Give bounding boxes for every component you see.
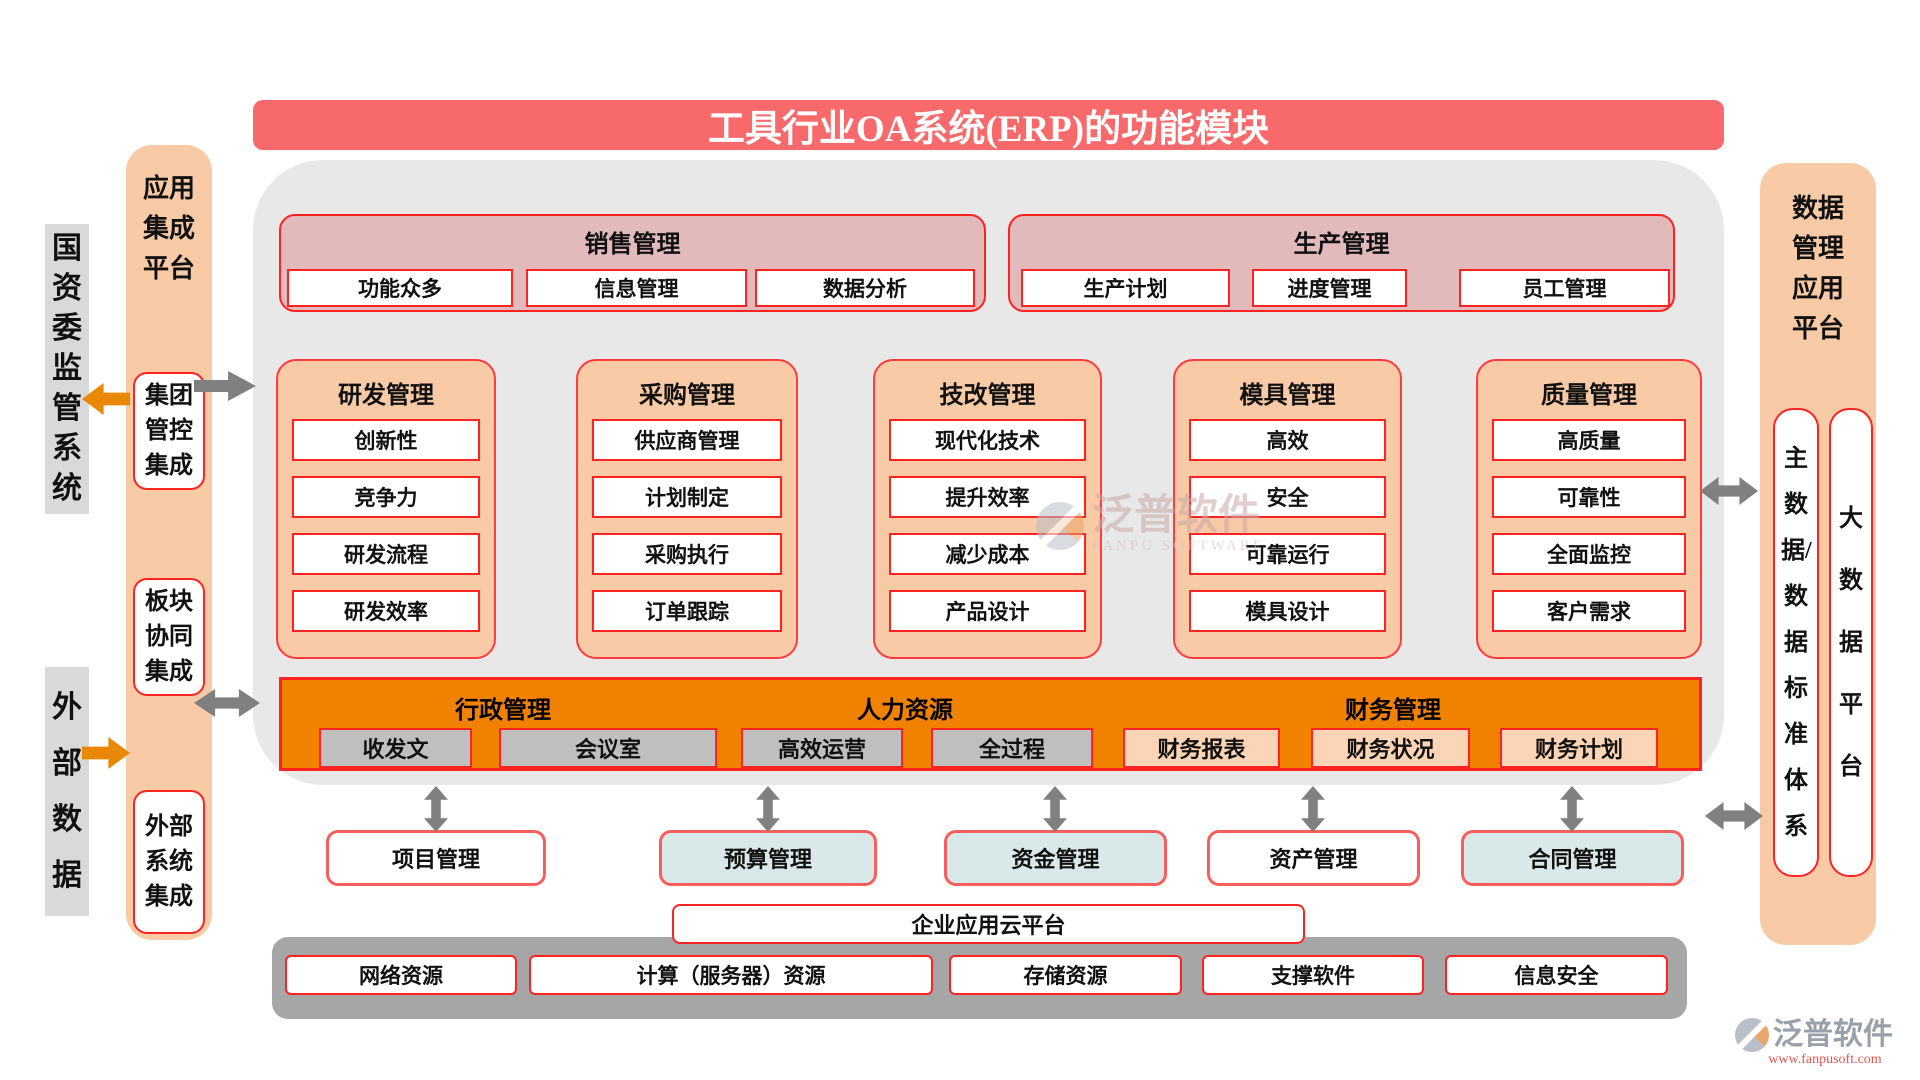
- technical-upgrade-title: 技改管理: [939, 383, 1036, 409]
- mold-item-box: 可靠运行: [1189, 533, 1386, 575]
- production-management-title: 生产管理: [1293, 232, 1390, 258]
- assets-management-box: 资产管理: [1207, 830, 1420, 886]
- rd-management-title: 研发管理: [338, 383, 434, 409]
- quality-management-column: 质量管理 高质量 可靠性 全面监控 客户需求: [1476, 359, 1702, 659]
- mold-item-box: 模具设计: [1189, 590, 1386, 632]
- external-system-integration-box: 外部系统集成: [133, 790, 205, 934]
- quality-item-box: 高质量: [1492, 419, 1686, 461]
- app-integration-title: 应用集成平台: [142, 174, 195, 283]
- production-item-box: 进度管理: [1252, 269, 1407, 307]
- technical-item-box: 减少成本: [889, 533, 1086, 575]
- hr-item-box: 高效运营: [741, 728, 903, 768]
- procurement-item-box: 供应商管理: [592, 419, 782, 461]
- project-management-box: 项目管理: [326, 830, 546, 886]
- infrastructure-bar: 网络资源 计算（服务器）资源 存储资源 支撑软件 信息安全: [272, 937, 1687, 1019]
- quality-item-box: 客户需求: [1492, 590, 1686, 632]
- technical-item-box: 现代化技术: [889, 419, 1086, 461]
- admin-item-box: 收发文: [319, 728, 472, 768]
- infra-item-box: 信息安全: [1445, 955, 1668, 995]
- external-system-integration-label: 外部系统集成: [145, 813, 193, 910]
- sales-item-box: 数据分析: [755, 269, 975, 307]
- mold-management-column: 模具管理 高效 安全 可靠运行 模具设计: [1173, 359, 1402, 659]
- group-control-integration-label: 集团管控集成: [145, 382, 193, 479]
- production-item-box: 员工管理: [1459, 269, 1670, 307]
- gov-supervision-label-box: 国资委监管系统: [45, 224, 89, 514]
- arrow-vertical-contract-icon: [1560, 786, 1584, 832]
- arrow-vertical-budget-icon: [756, 786, 780, 832]
- watermark-bottom-right: 泛普软件 www.fanpusoft.com: [1735, 1018, 1915, 1078]
- big-data-platform-box: 大数据平台: [1829, 408, 1873, 877]
- sales-management-panel: 销售管理 功能众多 信息管理 数据分析: [279, 214, 986, 312]
- infra-item-box: 存储资源: [949, 955, 1182, 995]
- procurement-item-box: 订单跟踪: [592, 590, 782, 632]
- sales-item-box: 信息管理: [526, 269, 747, 307]
- data-management-column: 数据管理应用平台 主数据/数据标准体系 大数据平台: [1760, 163, 1876, 945]
- master-data-standard-box: 主数据/数据标准体系: [1773, 408, 1819, 877]
- mold-management-title: 模具管理: [1239, 383, 1336, 409]
- watermark-name: 泛普软件: [1773, 1018, 1893, 1051]
- data-management-title: 数据管理应用平台: [1791, 194, 1844, 343]
- arrow-right-from-external-data-icon: [82, 737, 130, 769]
- enterprise-cloud-platform-box: 企业应用云平台: [672, 904, 1305, 944]
- rd-item-box: 竞争力: [292, 476, 480, 518]
- watermark-url: www.fanpusoft.com: [1768, 1052, 1882, 1067]
- procurement-item-box: 计划制定: [592, 476, 782, 518]
- procurement-management-column: 采购管理 供应商管理 计划制定 采购执行 订单跟踪: [576, 359, 798, 659]
- finance-section-title: 财务管理: [1345, 698, 1441, 724]
- group-control-integration-box: 集团管控集成: [133, 372, 205, 490]
- procurement-item-box: 采购执行: [592, 533, 782, 575]
- fanpu-logo-icon: [1735, 1018, 1769, 1052]
- quality-item-box: 可靠性: [1492, 476, 1686, 518]
- finance-item-box: 财务报表: [1123, 728, 1280, 768]
- production-item-box: 生产计划: [1021, 269, 1230, 307]
- admin-hr-finance-bar: 行政管理 人力资源 财务管理 收发文 会议室 高效运营 全过程 财务报表 财务状…: [279, 677, 1702, 771]
- technical-item-box: 产品设计: [889, 590, 1086, 632]
- arrow-vertical-project-icon: [424, 786, 448, 832]
- contract-management-box: 合同管理: [1461, 830, 1684, 886]
- mold-item-box: 安全: [1189, 476, 1386, 518]
- gov-supervision-label: 国资委监管系统: [52, 232, 82, 505]
- infra-item-box: 计算（服务器）资源: [529, 955, 933, 995]
- admin-item-box: 会议室: [499, 728, 717, 768]
- quality-item-box: 全面监控: [1492, 533, 1686, 575]
- arrow-vertical-assets-icon: [1301, 786, 1325, 832]
- rd-item-box: 研发效率: [292, 590, 480, 632]
- rd-management-column: 研发管理 创新性 竞争力 研发流程 研发效率: [276, 359, 496, 659]
- rd-item-box: 创新性: [292, 419, 480, 461]
- budget-management-box: 预算管理: [659, 830, 877, 886]
- external-data-label: 外部数据: [52, 690, 82, 892]
- sector-collaboration-integration-label: 板块协同集成: [145, 588, 193, 685]
- arrow-left-to-gov-icon: [82, 383, 130, 415]
- big-data-platform-label: 大数据平台: [1839, 505, 1863, 780]
- technical-item-box: 提升效率: [889, 476, 1086, 518]
- production-management-panel: 生产管理 生产计划 进度管理 员工管理: [1008, 214, 1675, 312]
- quality-management-title: 质量管理: [1541, 383, 1637, 409]
- funds-management-box: 资金管理: [944, 830, 1167, 886]
- admin-section-title: 行政管理: [455, 698, 551, 724]
- hr-item-box: 全过程: [931, 728, 1093, 768]
- external-data-label-box: 外部数据: [45, 667, 89, 916]
- arrow-double-right-bottom-icon: [1705, 802, 1763, 830]
- procurement-management-title: 采购管理: [639, 383, 735, 409]
- mold-item-box: 高效: [1189, 419, 1386, 461]
- finance-item-box: 财务计划: [1500, 728, 1658, 768]
- sector-collaboration-integration-box: 板块协同集成: [133, 578, 205, 696]
- app-integration-column: 应用集成平台 集团管控集成 板块协同集成 外部系统集成: [126, 145, 212, 940]
- sales-management-title: 销售管理: [584, 232, 681, 258]
- sales-item-box: 功能众多: [287, 269, 513, 307]
- page-title: 工具行业OA系统(ERP)的功能模块: [253, 100, 1724, 150]
- hr-section-title: 人力资源: [857, 698, 953, 724]
- infra-item-box: 网络资源: [285, 955, 517, 995]
- rd-item-box: 研发流程: [292, 533, 480, 575]
- arrow-vertical-funds-icon: [1043, 786, 1067, 832]
- infra-item-box: 支撑软件: [1202, 955, 1424, 995]
- technical-upgrade-column: 技改管理 现代化技术 提升效率 减少成本 产品设计: [873, 359, 1102, 659]
- finance-item-box: 财务状况: [1311, 728, 1470, 768]
- master-data-standard-label: 主数据/数据标准体系: [1781, 445, 1812, 840]
